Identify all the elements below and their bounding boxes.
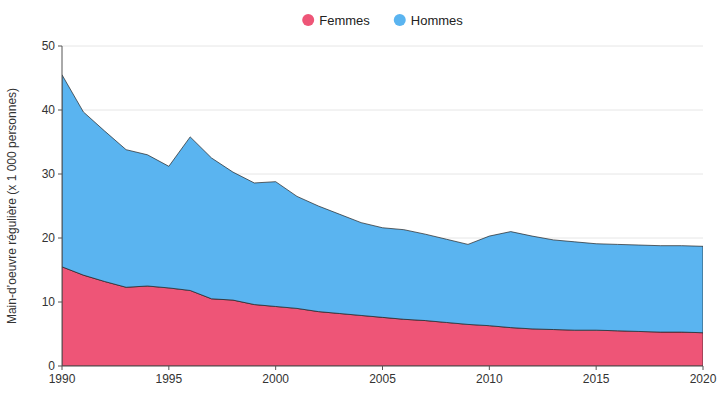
grid xyxy=(62,46,703,366)
y-tick xyxy=(58,238,62,239)
chart: 1990 1995 2000 2005 2010 2015 2020 0 10 20 30 40 50 M… xyxy=(0,0,725,400)
y-tick-label: 40 xyxy=(42,103,56,117)
y-tick xyxy=(58,174,62,175)
grid-line xyxy=(62,110,703,111)
x-tick-label: 1995 xyxy=(155,372,182,386)
y-axis-line xyxy=(62,46,63,366)
y-tick xyxy=(58,110,62,111)
grid-line xyxy=(62,46,703,47)
x-tick-label: 2020 xyxy=(690,372,717,386)
y-tick-label: 20 xyxy=(42,231,56,245)
area-hommes xyxy=(62,75,703,333)
legend-item: Hommes xyxy=(394,13,464,28)
legend: Femmes Hommes xyxy=(302,13,463,28)
legend-marker xyxy=(394,14,406,26)
x-tick xyxy=(489,366,490,370)
x-tick-label: 2005 xyxy=(369,372,396,386)
areas xyxy=(62,75,703,366)
legend-label: Hommes xyxy=(411,13,464,28)
y-tick xyxy=(58,366,62,367)
x-tick xyxy=(703,366,704,370)
y-axis-label: Main-d’oeuvre régulière (x 1 000 personn… xyxy=(5,88,19,324)
y-tick xyxy=(58,302,62,303)
y-tick-label: 0 xyxy=(48,359,55,373)
x-tick xyxy=(275,366,276,370)
y-tick-label: 10 xyxy=(42,295,56,309)
x-tick-label: 2015 xyxy=(583,372,610,386)
x-tick xyxy=(596,366,597,370)
legend-item: Femmes xyxy=(302,13,370,28)
x-tick-label: 1990 xyxy=(49,372,76,386)
y-tick-label: 50 xyxy=(42,39,56,53)
x-tick-label: 2000 xyxy=(262,372,289,386)
x-tick xyxy=(62,366,63,370)
x-tick xyxy=(168,366,169,370)
legend-marker xyxy=(302,14,314,26)
y-tick-label: 30 xyxy=(42,167,56,181)
y-tick xyxy=(58,46,62,47)
legend-label: Femmes xyxy=(319,13,370,28)
x-tick xyxy=(382,366,383,370)
x-tick-label: 2010 xyxy=(476,372,503,386)
axes: 1990 1995 2000 2005 2010 2015 2020 0 10 20 30 40 50 xyxy=(42,39,717,386)
